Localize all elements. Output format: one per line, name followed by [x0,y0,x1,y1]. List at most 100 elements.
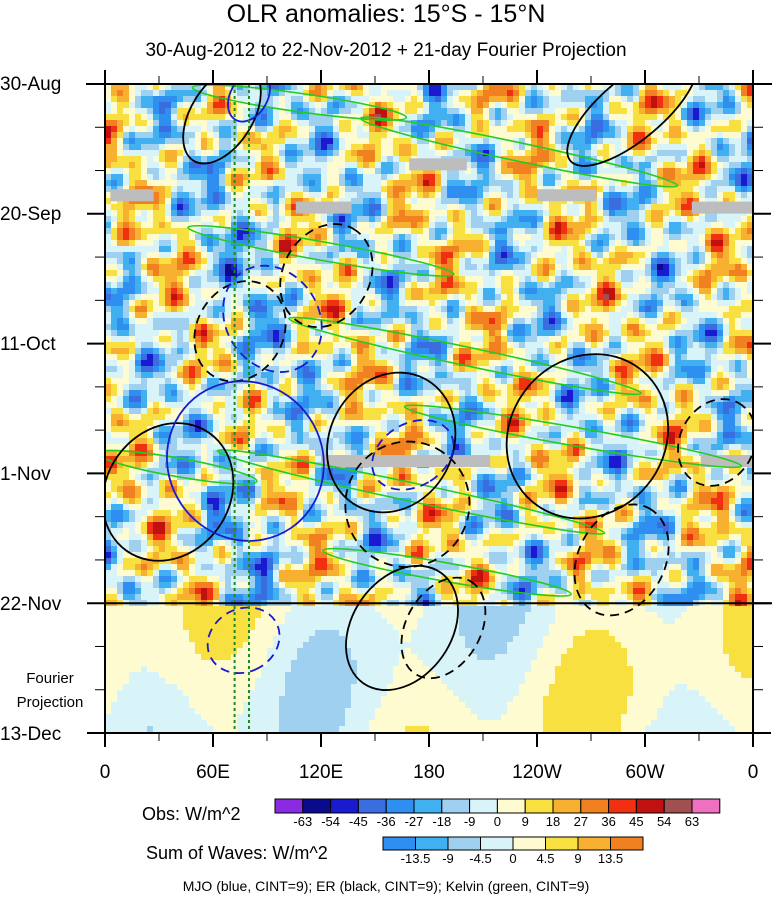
heatmap-cell [117,348,124,355]
heatmap-cell [297,102,304,109]
heatmap-cell [489,318,496,325]
heatmap-cell [285,108,292,115]
heatmap-cell [705,126,712,133]
heatmap-cell [291,132,298,139]
heatmap-cell [267,264,274,271]
heatmap-cell [141,294,148,301]
heatmap-cell [663,312,670,319]
heatmap-cell [735,192,742,199]
heatmap-cell [489,294,496,301]
heatmap-cell [297,162,304,169]
heatmap-cell [681,156,688,163]
heatmap-cell [657,228,664,235]
heatmap-cell [477,156,484,163]
heatmap-cell [123,90,130,97]
heatmap-cell [543,162,550,169]
heatmap-cell [321,108,328,115]
heatmap-cell [591,150,598,157]
heatmap-cell [717,312,724,319]
heatmap-cell [213,318,220,325]
heatmap-cell [291,246,298,253]
heatmap-cell [189,354,196,361]
heatmap-cell [681,282,688,289]
heatmap-cell [267,120,274,127]
heatmap-cell [711,324,718,331]
heatmap-cell [615,228,622,235]
heatmap-cell [597,210,604,217]
heatmap-cell [147,306,154,313]
heatmap-cell [177,174,184,181]
heatmap-cell [237,246,244,253]
heatmap-cell [561,264,568,271]
heatmap-cell [561,270,568,277]
heatmap-cell [381,114,388,121]
heatmap-cell [519,306,526,313]
heatmap-cell [585,306,592,313]
heatmap-cell [213,360,220,367]
heatmap-cell [249,222,256,229]
heatmap-cell [675,246,682,253]
heatmap-cell [465,102,472,109]
heatmap-cell [111,264,118,271]
heatmap-cell [195,330,202,337]
heatmap-cell [489,276,496,283]
heatmap-cell [579,132,586,139]
heatmap-cell [267,216,274,223]
heatmap-cell [573,240,580,247]
heatmap-cell [741,90,748,97]
heatmap-cell [279,240,286,247]
heatmap-cell [243,276,250,283]
heatmap-cell [333,312,340,319]
heatmap-cell [225,312,232,319]
heatmap-cell [639,270,646,277]
heatmap-cell [609,246,616,253]
heatmap-cell [603,348,610,355]
heatmap-cell [249,240,256,247]
heatmap-cell [513,288,520,295]
heatmap-cell [477,144,484,151]
heatmap-cell [315,300,322,307]
heatmap-cell [693,252,700,259]
heatmap-cell [447,246,454,253]
heatmap-cell [123,222,130,229]
heatmap-cell [105,216,112,223]
heatmap-cell [495,258,502,265]
heatmap-cell [531,132,538,139]
heatmap-cell [675,180,682,187]
heatmap-cell [147,138,154,145]
heatmap-cell [537,138,544,145]
heatmap-cell [705,156,712,163]
heatmap-cell [747,228,753,235]
heatmap-cell [261,258,268,265]
heatmap-cell [417,108,424,115]
heatmap-cell [747,264,753,271]
heatmap-cell [429,294,436,301]
heatmap-cell [411,144,418,151]
heatmap-cell [525,222,532,229]
heatmap-cell [411,234,418,241]
heatmap-cell [141,126,148,133]
heatmap-cell [687,162,694,169]
heatmap-cell [681,330,688,337]
heatmap-cell [177,180,184,187]
heatmap-cell [465,312,472,319]
heatmap-cell [129,90,136,97]
heatmap-cell [633,120,640,127]
heatmap-cell [213,252,220,259]
heatmap-cell [531,174,538,181]
heatmap-cell [285,234,292,241]
heatmap-cell [165,228,172,235]
heatmap-cell [645,264,652,271]
heatmap-cell [513,84,520,91]
heatmap-cell [423,264,430,271]
heatmap-cell [747,294,753,301]
heatmap-cell [327,270,334,277]
heatmap-cell [237,234,244,241]
heatmap-cell [351,150,358,157]
heatmap-cell [591,126,598,133]
heatmap-cell [675,318,682,325]
heatmap-cell [213,108,220,115]
heatmap-cell [153,102,160,109]
heatmap-cell [627,150,634,157]
heatmap-cell [273,306,280,313]
